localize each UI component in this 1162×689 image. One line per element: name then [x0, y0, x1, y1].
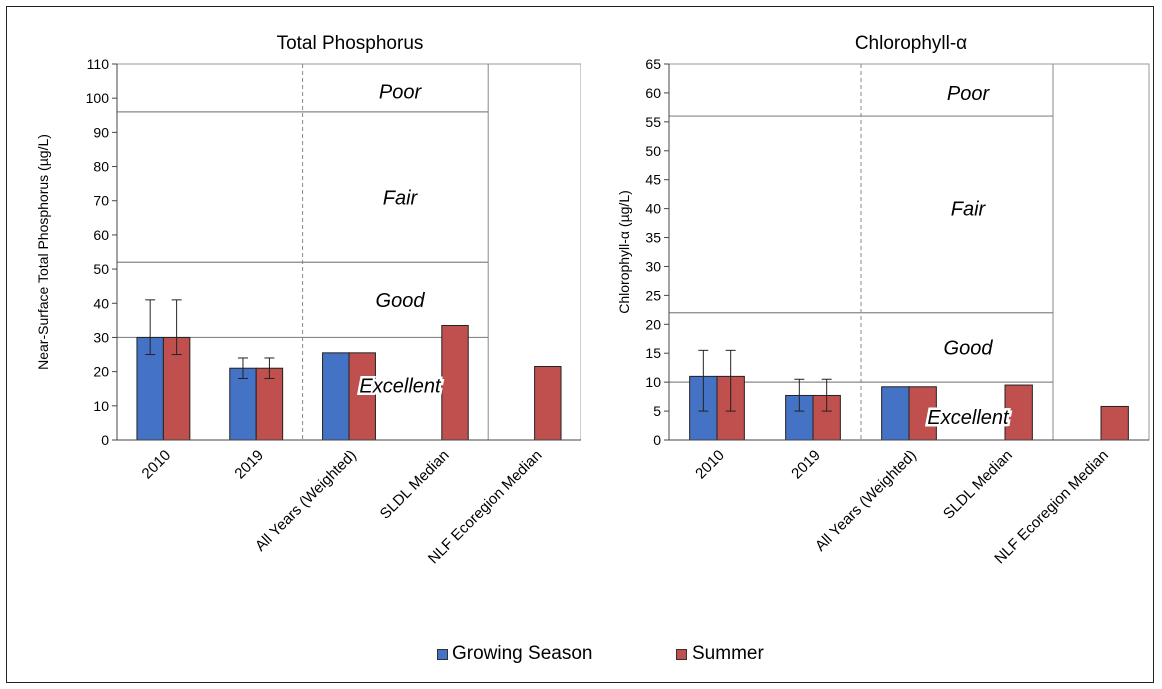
- legend-label-summer: Summer: [692, 643, 764, 664]
- y-tick-label: 50: [645, 143, 661, 159]
- x-tick-label: 2019: [788, 447, 824, 483]
- legend-label-growing: Growing Season: [452, 643, 593, 664]
- x-tick-label: All Years (Weighted): [812, 447, 920, 555]
- y-axis-label: Chlorophyll-α (µg/L): [616, 190, 632, 314]
- y-tick-label: 20: [645, 316, 661, 332]
- x-tick-label: SLDL Median: [377, 447, 453, 523]
- bar-summer: [348, 352, 376, 441]
- y-tick-label: 60: [93, 227, 109, 243]
- bar-summer: [441, 324, 469, 441]
- zone-label-excellent: Excellent: [927, 407, 1010, 429]
- y-tick-label: 0: [653, 432, 661, 448]
- y-tick-label: 45: [645, 172, 661, 188]
- y-tick-label: 10: [93, 398, 109, 414]
- zone-label-poor: Poor: [947, 83, 991, 105]
- bar-summer: [1004, 384, 1033, 441]
- bar-summer: [255, 367, 284, 441]
- y-tick-label: 90: [93, 124, 109, 140]
- bar-summer: [1100, 405, 1129, 441]
- legend-swatch-summer: [676, 649, 687, 660]
- x-tick-label: 2010: [139, 447, 175, 483]
- y-tick-label: 40: [93, 295, 109, 311]
- y-tick-label: 35: [645, 230, 661, 246]
- y-tick-label: 10: [645, 374, 661, 390]
- y-tick-label: 100: [86, 90, 110, 106]
- chart-title: Total Phosphorus: [277, 33, 424, 54]
- zone-label-good: Good: [944, 337, 994, 359]
- y-tick-label: 25: [645, 287, 661, 303]
- y-tick-label: 55: [645, 114, 661, 130]
- zone-label-fair: Fair: [951, 199, 987, 221]
- y-tick-label: 50: [93, 261, 109, 277]
- y-tick-label: 15: [645, 345, 661, 361]
- bar-summer: [908, 386, 937, 441]
- y-axis-label: Near-Surface Total Phosphorus (µg/L): [35, 134, 51, 370]
- x-tick-label: 2010: [692, 447, 728, 483]
- x-tick-label: All Years (Weighted): [252, 447, 360, 555]
- y-tick-label: 70: [93, 193, 109, 209]
- x-tick-label: 2019: [231, 447, 267, 483]
- x-tick-label: SLDL Median: [940, 447, 1016, 523]
- bar-growing-season: [322, 352, 350, 441]
- y-tick-label: 5: [653, 403, 661, 419]
- bar-growing-season: [229, 367, 257, 441]
- figure-frame: [6, 6, 1154, 683]
- zone-label-poor: Poor: [379, 81, 423, 103]
- zone-label-excellent: Excellent: [359, 375, 442, 397]
- y-tick-label: 40: [645, 201, 661, 217]
- legend: Growing Season Summer: [0, 640, 1162, 670]
- y-tick-label: 30: [645, 258, 661, 274]
- chlorophyll-chart: Chlorophyll-α Chlorophyll-α (µg/L) 0 5 10 15 2…: [616, 33, 1150, 567]
- y-tick-label: 80: [93, 159, 109, 175]
- y-tick-label: 60: [645, 85, 661, 101]
- chart-title: Chlorophyll-α: [855, 33, 967, 54]
- y-tick-label: 30: [93, 329, 109, 345]
- y-tick-label: 110: [87, 56, 110, 72]
- y-tick-label: 65: [645, 56, 661, 72]
- plot-area: [668, 63, 1150, 441]
- phosphorus-chart: Total Phosphorus Near-Surface Total Phosp…: [35, 33, 581, 567]
- y-tick-label: 20: [93, 364, 109, 380]
- y-tick-label: 0: [101, 432, 109, 448]
- bar-growing-season: [881, 386, 910, 441]
- zone-label-fair: Fair: [383, 187, 419, 209]
- legend-swatch-growing: [437, 649, 448, 660]
- zone-label-good: Good: [376, 290, 426, 312]
- bar-summer: [534, 366, 562, 441]
